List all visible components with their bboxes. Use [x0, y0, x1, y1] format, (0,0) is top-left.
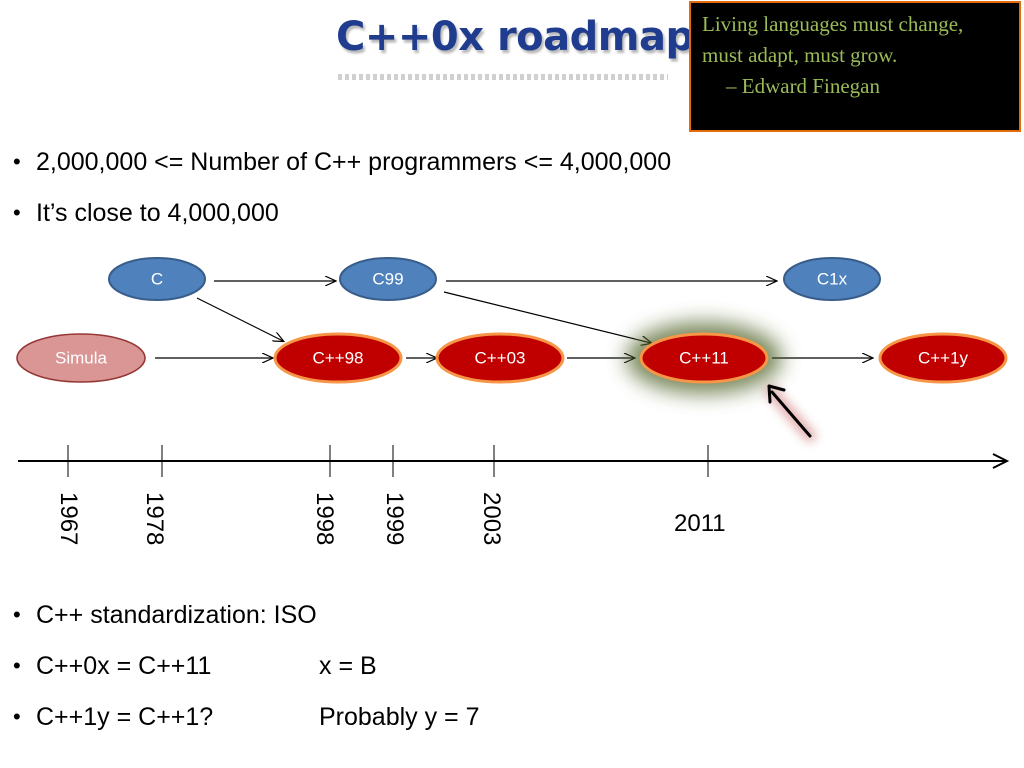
- edge-c-cpp98: [196, 297, 283, 341]
- year-label-1978: 1978: [141, 492, 168, 545]
- bullet-right-text: Probably y = 7: [319, 703, 480, 731]
- quote-text: Living languages must change, must adapt…: [702, 12, 964, 67]
- bullet-list-top: 2,000,000 <= Number of C++ programmers <…: [0, 147, 671, 249]
- bullet-right-text: x = B: [319, 652, 377, 680]
- year-label-1999: 1999: [381, 492, 408, 545]
- node-c: C: [108, 257, 206, 301]
- node-cpp11-label: C++11: [679, 349, 729, 368]
- year-label-1998: 1998: [311, 492, 338, 545]
- timeline: 1967 1978 1998 1999 2003 2011: [18, 445, 1010, 545]
- year-label-2011: 2011: [674, 510, 726, 537]
- quote-author: – Edward Finegan: [726, 74, 880, 98]
- bullet-item: It’s close to 4,000,000: [0, 198, 671, 249]
- node-cpp03: C++03: [435, 332, 565, 384]
- node-c1x: C1x: [783, 257, 881, 301]
- timeline-arrowhead: [992, 453, 1010, 469]
- node-simula: Simula: [16, 333, 146, 383]
- bullet-item: C++1y = C++1? Probably y = 7: [0, 702, 480, 753]
- edge-c99-cpp11: [443, 291, 651, 343]
- node-c-label: C: [151, 270, 163, 289]
- node-cpp1y: C++1y: [878, 332, 1008, 384]
- node-cpp1y-label: C++1y: [918, 349, 969, 368]
- bullet-left-text: C++0x = C++11: [36, 652, 212, 680]
- bullet-item: 2,000,000 <= Number of C++ programmers <…: [0, 147, 671, 198]
- node-c1x-label: C1x: [817, 270, 848, 289]
- node-c99-label: C99: [372, 270, 403, 289]
- node-cpp98: C++98: [273, 332, 403, 384]
- bullet-item: C++0x = C++11 x = B: [0, 651, 480, 702]
- bullet-left-text: C++ standardization: ISO: [36, 601, 317, 629]
- connectors: [155, 281, 872, 358]
- pointer-arrow: [765, 384, 816, 442]
- title-reflection: [338, 74, 668, 80]
- slide-title: C++0x roadmap: [336, 14, 694, 60]
- year-label-1967: 1967: [55, 492, 82, 545]
- year-label-2003: 2003: [478, 492, 505, 545]
- bullet-list-bottom: C++ standardization: ISO C++0x = C++11 x …: [0, 600, 480, 753]
- node-simula-label: Simula: [55, 349, 108, 368]
- quote-box: Living languages must change, must adapt…: [689, 1, 1021, 132]
- node-cpp03-label: C++03: [474, 349, 525, 368]
- node-c99: C99: [339, 257, 437, 301]
- bullet-left-text: C++1y = C++1?: [36, 703, 214, 731]
- node-cpp11: C++11: [626, 322, 782, 394]
- node-cpp98-label: C++98: [312, 349, 363, 368]
- bullet-item: C++ standardization: ISO: [0, 600, 480, 651]
